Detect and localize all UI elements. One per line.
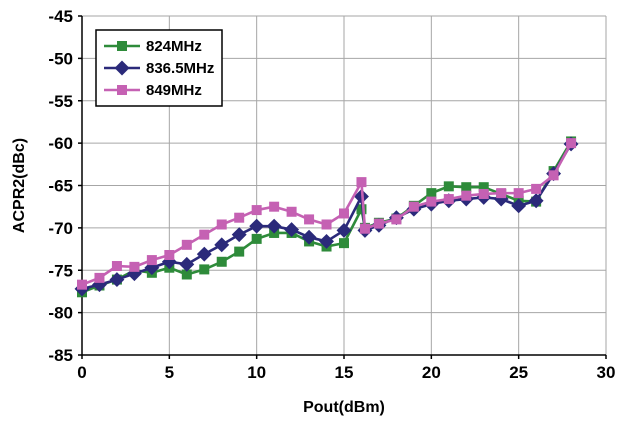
legend-marker-2 bbox=[117, 85, 127, 95]
data-point-1-14 bbox=[319, 233, 334, 249]
series-836.5MHz bbox=[74, 136, 579, 297]
legend-label-0: 824MHz bbox=[146, 38, 202, 55]
data-point-2-2 bbox=[111, 261, 122, 272]
data-point-2-6 bbox=[181, 239, 192, 250]
data-point-2-4 bbox=[146, 255, 157, 266]
data-point-2-25 bbox=[496, 188, 507, 199]
legend-marker-1 bbox=[114, 60, 130, 76]
data-point-2-27 bbox=[531, 183, 542, 194]
y-tick-label-5: -70 bbox=[48, 219, 73, 238]
data-point-1-27 bbox=[528, 193, 544, 209]
data-point-0-15 bbox=[339, 238, 349, 249]
data-point-1-7 bbox=[196, 246, 212, 262]
data-point-2-14 bbox=[321, 219, 332, 230]
y-tick-label-8: -85 bbox=[48, 346, 73, 365]
plot-axes bbox=[78, 15, 607, 359]
data-point-2-26 bbox=[513, 188, 524, 199]
x-tick-label-4: 20 bbox=[422, 363, 441, 382]
legend-label-1: 836.5MHz bbox=[146, 60, 214, 77]
data-point-1-12 bbox=[284, 222, 300, 238]
data-point-0-22 bbox=[443, 181, 454, 192]
data-point-2-24 bbox=[478, 188, 489, 199]
data-point-1-8 bbox=[214, 237, 230, 253]
y-tick-label-6: -75 bbox=[48, 261, 73, 280]
data-point-1-26 bbox=[511, 198, 527, 214]
data-point-2-1 bbox=[94, 272, 105, 283]
data-point-2-21 bbox=[426, 196, 437, 207]
data-point-2-9 bbox=[234, 212, 245, 223]
data-point-1-13 bbox=[301, 229, 317, 245]
x-tick-label-0: 0 bbox=[77, 363, 86, 382]
data-point-2-15 bbox=[339, 208, 349, 219]
legend-marker-0 bbox=[117, 41, 127, 51]
data-point-2-18 bbox=[373, 218, 384, 229]
y-tick-label-1: -50 bbox=[48, 49, 73, 68]
data-point-2-0 bbox=[77, 279, 87, 290]
data-point-2-17 bbox=[359, 223, 370, 234]
data-point-1-6 bbox=[179, 256, 195, 272]
data-point-1-9 bbox=[231, 227, 247, 243]
y-tick-label-3: -60 bbox=[48, 134, 73, 153]
data-point-1-2 bbox=[109, 272, 125, 288]
data-point-2-3 bbox=[129, 261, 140, 272]
y-axis-title: ACPR2(dBc) bbox=[11, 138, 28, 233]
data-point-2-13 bbox=[304, 214, 315, 225]
data-point-2-28 bbox=[548, 170, 559, 181]
x-tick-label-5: 25 bbox=[509, 363, 528, 382]
x-tick-label-2: 10 bbox=[247, 363, 266, 382]
data-point-0-8 bbox=[216, 256, 227, 267]
tick-labels: 0 5 10 15 20 25 30 -45 -50 -55 -60 -65 -70 -75 -80 -85 bbox=[48, 7, 615, 382]
data-point-1-10 bbox=[249, 218, 265, 234]
data-point-0-7 bbox=[199, 264, 210, 275]
data-point-2-16 bbox=[356, 177, 367, 188]
data-point-2-23 bbox=[461, 190, 472, 201]
data-point-2-19 bbox=[391, 214, 402, 225]
data-point-2-20 bbox=[408, 201, 419, 212]
data-point-1-15 bbox=[336, 222, 352, 238]
legend-label-2: 849MHz bbox=[146, 82, 202, 99]
y-tick-label-7: -80 bbox=[48, 304, 73, 323]
data-point-2-29 bbox=[566, 138, 577, 149]
x-tick-label-1: 5 bbox=[165, 363, 174, 382]
data-point-2-7 bbox=[199, 229, 210, 240]
data-point-2-8 bbox=[216, 219, 227, 230]
y-tick-label-4: -65 bbox=[48, 177, 73, 196]
data-point-1-11 bbox=[266, 218, 282, 234]
data-point-0-21 bbox=[426, 188, 437, 199]
data-point-2-11 bbox=[269, 201, 280, 212]
legend: 824MHz 836.5MHz 849MHz bbox=[95, 29, 223, 107]
data-point-2-10 bbox=[251, 205, 262, 216]
data-point-2-12 bbox=[286, 206, 297, 217]
x-axis-title: Pout(dBm) bbox=[303, 399, 385, 416]
data-series bbox=[74, 136, 579, 298]
data-point-2-22 bbox=[443, 194, 454, 205]
data-point-0-10 bbox=[251, 233, 262, 244]
data-point-0-9 bbox=[234, 246, 245, 257]
data-point-2-5 bbox=[164, 249, 175, 260]
y-tick-label-0: -45 bbox=[48, 7, 73, 26]
y-tick-label-2: -55 bbox=[48, 92, 73, 111]
x-tick-label-3: 15 bbox=[335, 363, 354, 382]
x-tick-label-6: 30 bbox=[597, 363, 616, 382]
data-point-0-23 bbox=[461, 182, 472, 193]
series-849MHz bbox=[77, 138, 577, 290]
